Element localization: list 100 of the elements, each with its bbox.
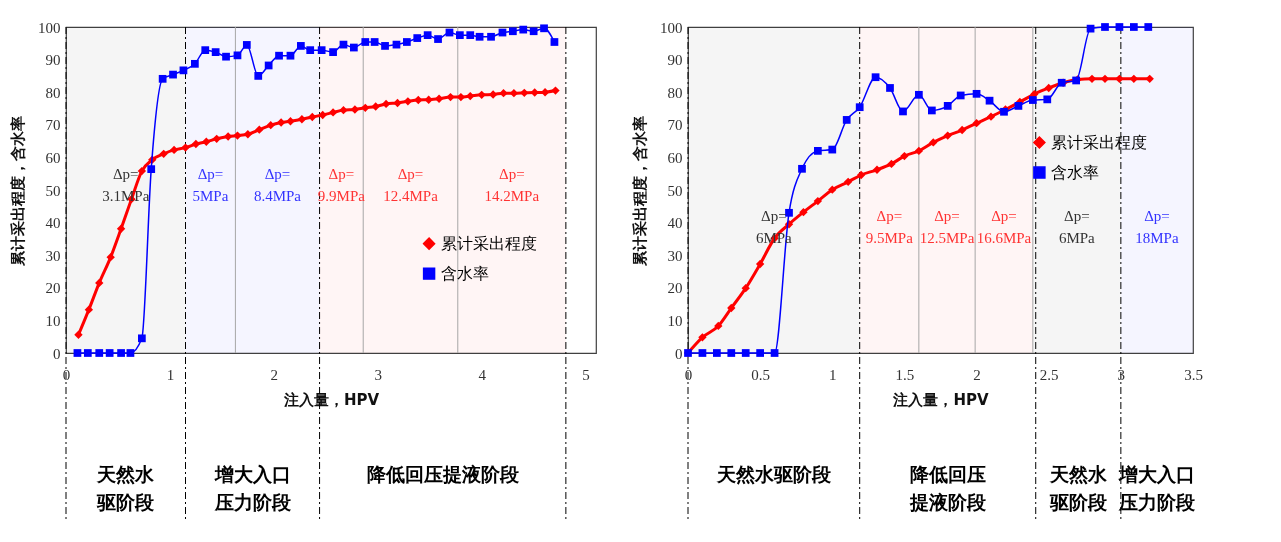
y-tick-label: 30 — [45, 247, 61, 264]
y-tick-label: 30 — [667, 247, 683, 264]
point — [1144, 23, 1153, 31]
point — [1129, 23, 1138, 31]
point — [223, 132, 233, 141]
text: 天然水驱阶段 — [96, 463, 156, 513]
point — [957, 125, 967, 135]
point — [181, 143, 190, 152]
band-label: Δp= 6MPa — [1058, 208, 1096, 247]
point — [770, 349, 779, 357]
point — [201, 46, 210, 55]
point — [914, 146, 924, 156]
point — [756, 349, 765, 357]
point — [424, 95, 433, 104]
x-tick-label: 4 — [478, 366, 487, 383]
point — [551, 86, 560, 95]
y-tick-label: 10 — [45, 312, 61, 329]
text: 降低回压提液阶段 — [908, 463, 987, 513]
point — [698, 349, 707, 357]
point — [741, 349, 750, 357]
point — [95, 349, 104, 357]
point — [985, 96, 994, 105]
point — [276, 118, 286, 127]
point — [899, 107, 907, 116]
text: 增大入口压力阶段 — [213, 463, 292, 513]
x-tick-label: 2.5 — [1039, 366, 1059, 383]
point — [466, 31, 475, 40]
point — [349, 43, 358, 52]
point — [828, 185, 837, 194]
legend-label: 累计采出程度 — [1051, 132, 1148, 152]
y-tick-label: 90 — [45, 52, 61, 69]
text: 增大入口压力阶段 — [1117, 463, 1196, 513]
point — [1115, 23, 1124, 31]
point — [266, 120, 275, 130]
point — [477, 90, 486, 99]
point — [956, 91, 965, 100]
point — [361, 103, 370, 113]
y-tick-label: 20 — [45, 280, 61, 297]
point — [828, 145, 837, 154]
point — [84, 305, 94, 314]
y-tick-label: 10 — [667, 312, 683, 329]
point — [929, 138, 938, 147]
point — [317, 46, 326, 55]
point — [943, 131, 952, 140]
point — [275, 51, 283, 60]
y-tick-label: 70 — [667, 117, 683, 134]
point — [785, 208, 793, 217]
point — [741, 283, 750, 293]
point — [242, 41, 251, 49]
point — [1101, 23, 1109, 31]
point — [414, 95, 423, 105]
x-tick-label: 2 — [270, 366, 279, 383]
y-tick-label: 100 — [38, 19, 61, 36]
point — [147, 165, 156, 174]
point — [900, 151, 909, 161]
point — [361, 38, 370, 46]
y-axis-title: 累计采出程度，含水率 — [631, 115, 649, 267]
point — [799, 207, 808, 217]
point — [243, 130, 253, 139]
text: 降低回压提液阶段 — [366, 463, 520, 485]
y-tick-label: 70 — [45, 117, 61, 134]
point — [550, 38, 559, 46]
point — [329, 48, 337, 56]
point — [202, 137, 211, 146]
point — [158, 74, 167, 83]
x-axis-title: 注入量，HPV — [892, 390, 989, 409]
point — [286, 117, 295, 126]
point — [455, 31, 464, 40]
x-axis-title: 注入量，HPV — [282, 390, 380, 409]
point — [264, 61, 273, 70]
point — [73, 349, 82, 357]
point — [986, 112, 996, 121]
point — [328, 108, 338, 117]
band-label: Δp= 8.4MPa — [253, 165, 302, 204]
point — [393, 98, 402, 108]
band-label: Δp= 12.5MPa — [919, 208, 975, 247]
point — [927, 106, 936, 115]
point — [381, 42, 389, 50]
y-tick-label: 40 — [45, 215, 61, 232]
point — [308, 112, 317, 122]
point — [914, 90, 923, 99]
x-tick-label: 1 — [166, 366, 175, 383]
point — [190, 59, 199, 68]
point — [520, 88, 529, 98]
y-tick-label: 90 — [667, 52, 683, 69]
band-label: Δp= 9.9MPa — [317, 165, 366, 204]
y-tick-label: 60 — [45, 149, 61, 166]
point — [137, 334, 146, 343]
legend-label: 含水率 — [441, 263, 490, 283]
x-tick-label: 5 — [582, 366, 590, 383]
point — [83, 349, 92, 357]
point — [530, 88, 539, 97]
point — [871, 73, 880, 82]
point — [95, 278, 104, 288]
band-label: Δp= 9.5MPa — [865, 208, 914, 247]
y-tick-label: 80 — [667, 84, 683, 101]
legend-label: 累计采出程度 — [441, 233, 538, 253]
point — [105, 349, 114, 357]
y-axis-title: 累计采出程度，含水率 — [9, 115, 27, 267]
band-label: Δp= 16.6MPa — [976, 208, 1032, 247]
